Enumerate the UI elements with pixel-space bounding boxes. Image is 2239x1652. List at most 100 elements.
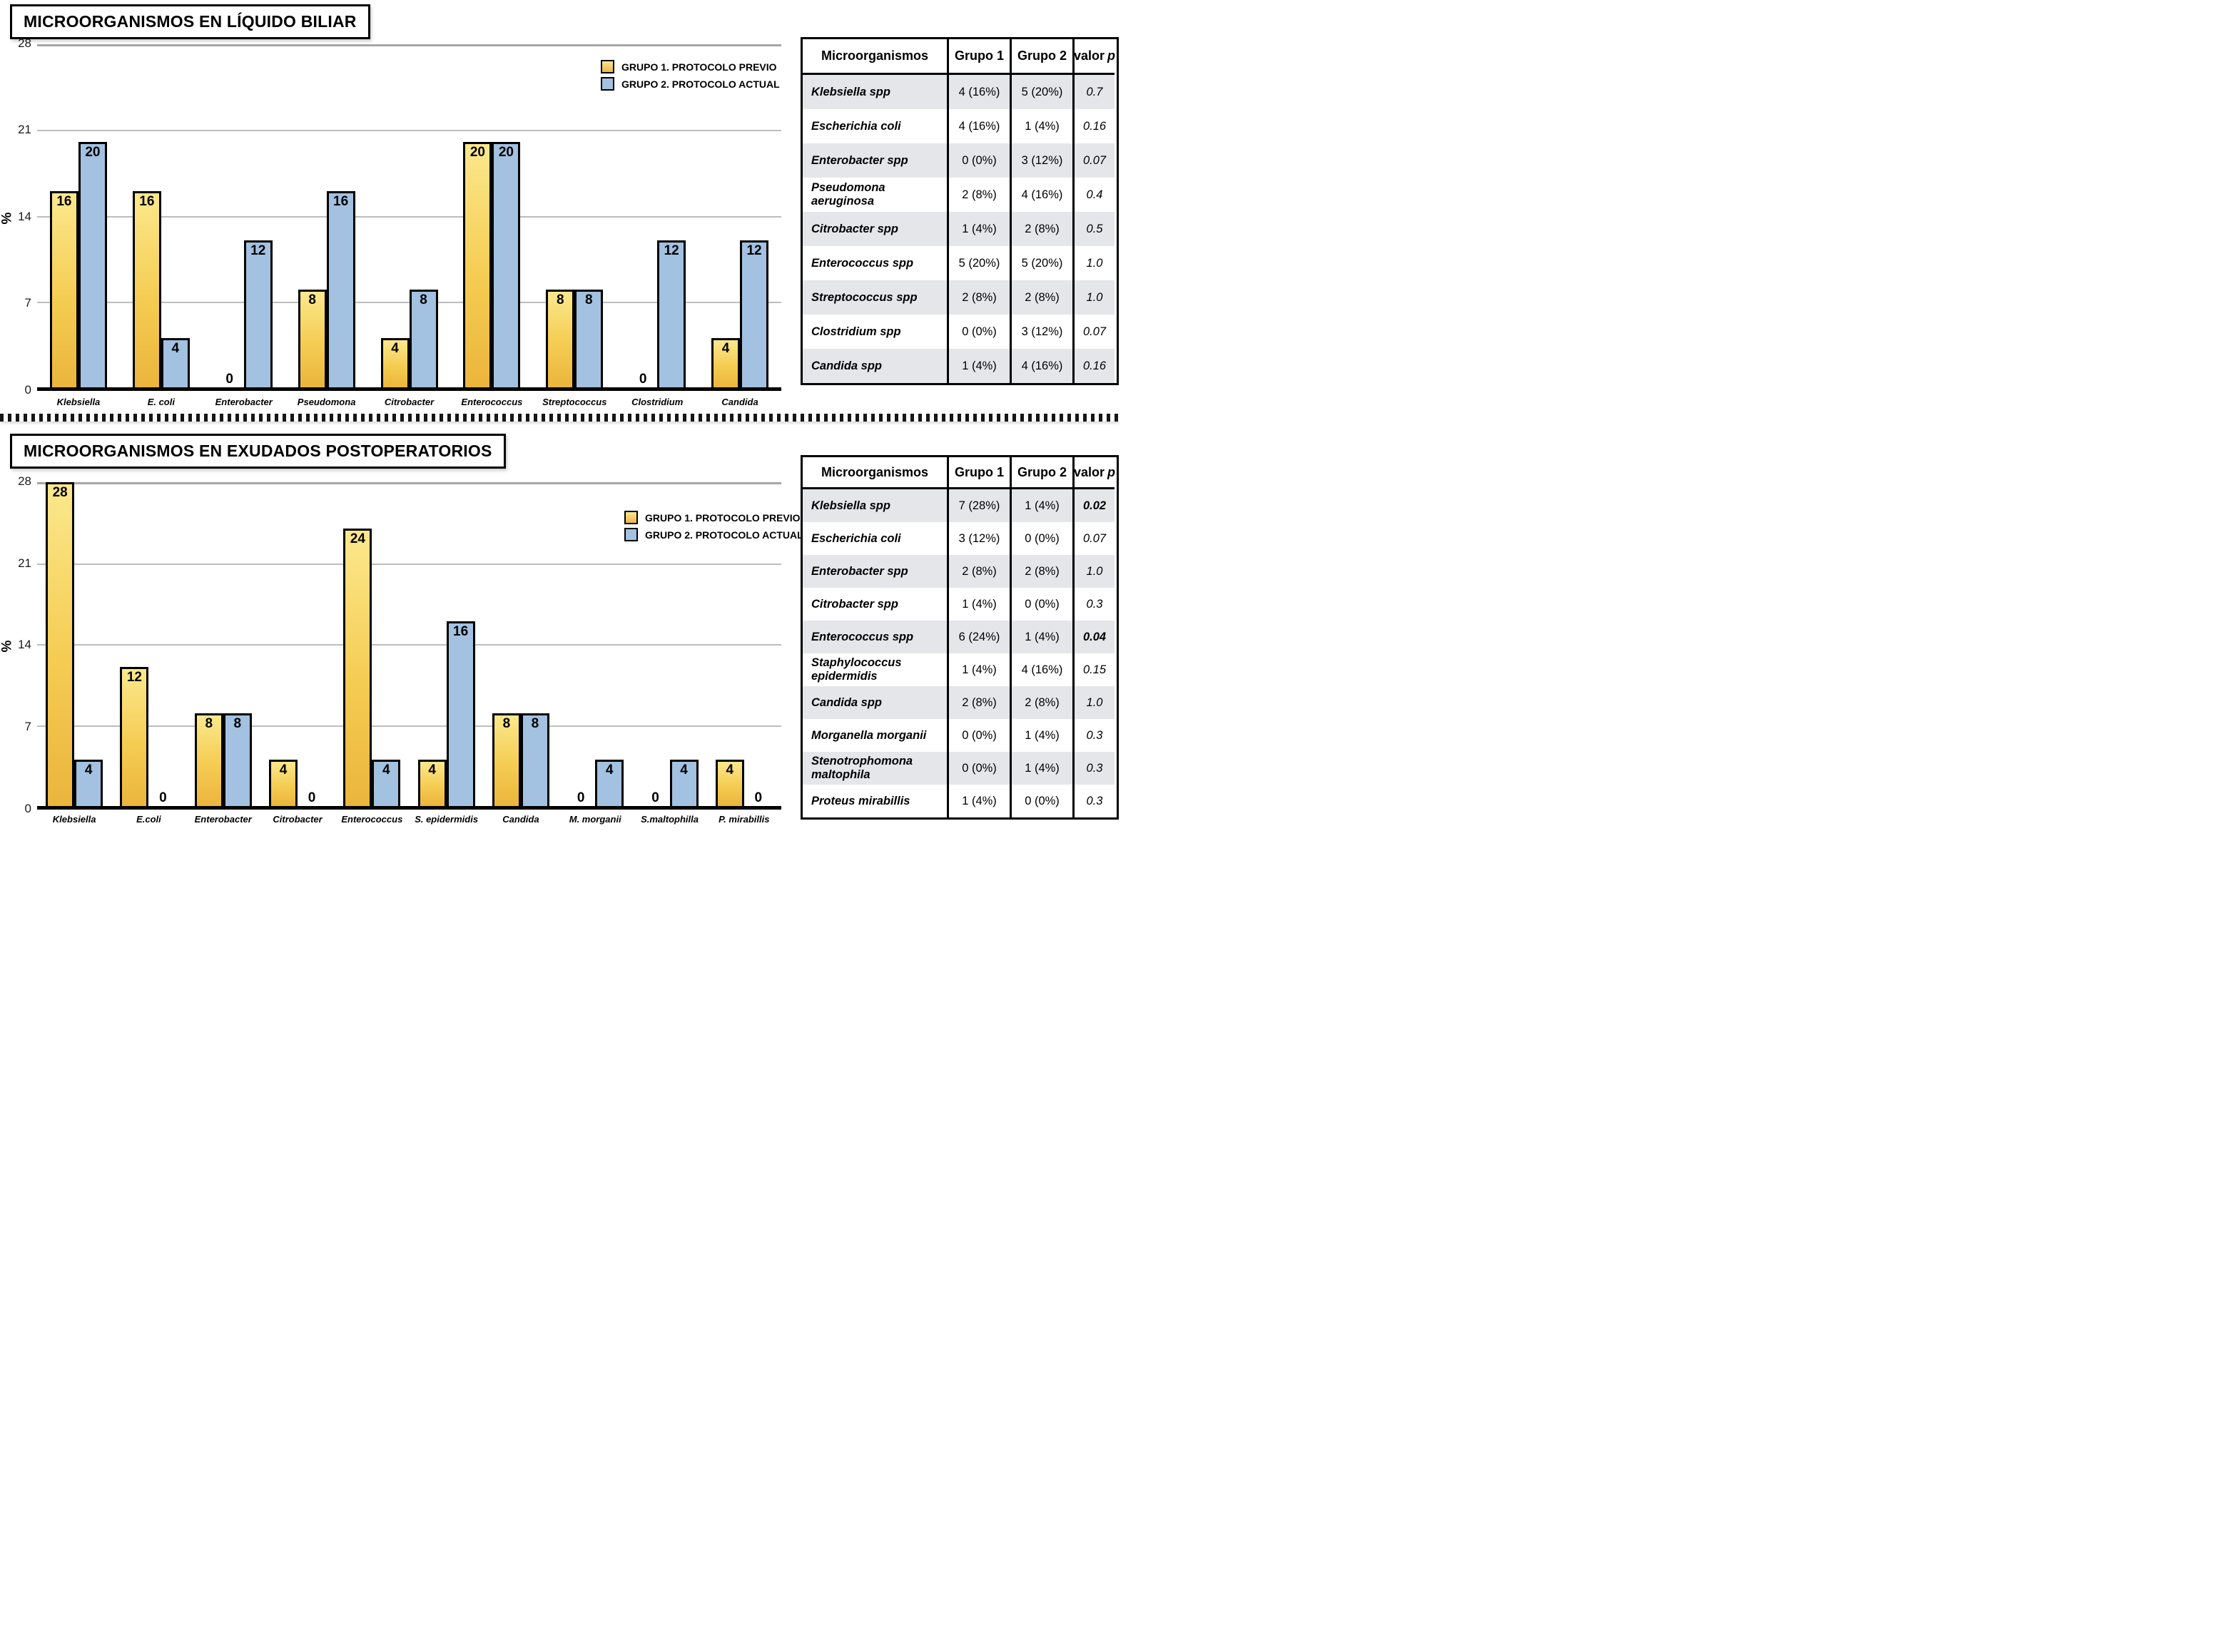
bar-value-label: 12 (126, 670, 142, 685)
table-cell-pvalue: 0.04 (1072, 621, 1115, 653)
legend-label: GRUPO 1. PROTOCOLO PREVIO (621, 61, 777, 73)
legend: GRUPO 1. PROTOCOLO PREVIO GRUPO 2. PROTO… (601, 60, 780, 91)
table-cell-grupo2: 1 (4%) (1010, 719, 1072, 752)
legend-item-grupo2: GRUPO 2. PROTOCOLO ACTUAL (624, 528, 803, 541)
table-cell-pvalue: 1.0 (1072, 555, 1115, 588)
table-cell-microorganism: Enterobacter spp (803, 143, 947, 178)
table-cell-pvalue: 0.15 (1072, 653, 1115, 686)
bar-group: 12 0 (111, 482, 186, 806)
category-label: Enterococcus (461, 397, 523, 407)
category-label: Candida (502, 814, 539, 825)
bar-value-label: 8 (420, 292, 427, 307)
gridline (37, 130, 781, 132)
bar-group: 28 4 (37, 482, 111, 806)
table-cell-grupo2: 0 (0%) (1010, 522, 1072, 555)
table-cell-grupo2: 1 (4%) (1010, 489, 1072, 522)
bar-value-label: 24 (350, 531, 365, 546)
y-axis-label: % (0, 212, 15, 225)
x-axis-labels: Klebsiella E.coli Enterobacter Citrobacter E… (37, 814, 781, 825)
table-cell-pvalue: 0.3 (1072, 588, 1115, 621)
bar-value-label: 12 (746, 243, 762, 258)
bar-value-label: 4 (726, 763, 734, 778)
bar-grupo2: 12 (243, 240, 273, 387)
category-label: Enterobacter (194, 814, 252, 825)
table-header-grupo1: Grupo 1 (947, 39, 1010, 75)
table-exudados-postoperatorios: Microorganismos Grupo 1 Grupo 2 valor p K… (801, 455, 1119, 820)
table-cell-microorganism: Clostridium spp (811, 325, 901, 338)
bars-container: 28 4 12 0 8 8 4 0 24 4 4 16 8 8 0 4 0 4 4 0 (37, 482, 781, 806)
category-label: Clostridium (631, 397, 684, 407)
y-tick-0: 0 (24, 383, 31, 397)
grupo1-swatch-icon (601, 60, 614, 73)
table-cell-pvalue: 0.3 (1072, 752, 1115, 785)
table-cell-microorganism: Staphylococcus epidermidis (811, 656, 902, 683)
p-label: p (1107, 49, 1116, 63)
bar-grupo2: 16 (446, 621, 475, 806)
table-cell-grupo1: 1 (4%) (947, 588, 1010, 621)
bar-grupo1: 8 (492, 713, 521, 806)
bar-value-label: 8 (205, 716, 213, 732)
gridline (37, 482, 781, 484)
table-header-grupo2: Grupo 2 (1010, 39, 1072, 75)
table-cell-microorganism: Citrobacter spp (811, 597, 898, 611)
figure-page: MICROORGANISMOS EN LÍQUIDO BILIAR 28 21 … (0, 0, 1120, 826)
table-header-grupo2: Grupo 2 (1010, 457, 1072, 489)
bar-grupo2: 16 (326, 191, 355, 387)
bar-grupo2: 12 (740, 240, 769, 387)
table-cell-grupo2: 5 (20%) (1010, 246, 1072, 280)
bar-value-label: 12 (664, 243, 679, 258)
bar-grupo2: 0 (148, 789, 177, 806)
table-cell-grupo2: 0 (0%) (1010, 588, 1072, 621)
bar-grupo1: 0 (567, 789, 595, 806)
bar-grupo2: 4 (74, 760, 103, 806)
gridline (37, 644, 781, 646)
panel1-title: MICROORGANISMOS EN LÍQUIDO BILIAR (10, 4, 370, 39)
table-cell-grupo1: 1 (4%) (947, 212, 1010, 246)
bar-group: 16 4 (120, 44, 203, 387)
y-tick-21: 21 (18, 556, 31, 570)
table-cell-grupo2: 2 (8%) (1010, 212, 1072, 246)
bar-value-label: 0 (651, 790, 659, 805)
bar-grupo2: 4 (669, 760, 699, 806)
bar-grupo1: 4 (711, 338, 741, 387)
grupo2-swatch-icon (624, 528, 638, 541)
bar-value-label: 4 (171, 341, 180, 357)
table-liquido-biliar: Microorganismos Grupo 1 Grupo 2 valor p K… (801, 37, 1119, 385)
category-label: E. coli (147, 397, 175, 407)
gridline (37, 215, 781, 218)
bar-grupo1: 20 (463, 142, 492, 387)
bar-grupo2: 4 (595, 760, 624, 806)
table-cell-grupo2: 2 (8%) (1010, 280, 1072, 315)
table-cell-grupo2: 4 (16%) (1010, 653, 1072, 686)
table-cell-grupo2: 1 (4%) (1010, 109, 1072, 143)
table-cell-microorganism: Candida spp (803, 686, 947, 719)
table-cell-grupo1: 1 (4%) (947, 785, 1010, 817)
table-cell-microorganism: Stenotrophomona maltophila (803, 752, 947, 785)
y-axis-label: % (0, 640, 15, 653)
table-cell-microorganism: Escherichia coli (811, 119, 901, 133)
table-cell-grupo2: 4 (16%) (1010, 349, 1072, 383)
table-cell-microorganism: Klebsiella spp (803, 489, 947, 522)
table-cell-grupo1: 6 (24%) (947, 621, 1010, 653)
table-cell-pvalue: 0.16 (1072, 109, 1115, 143)
legend-label: GRUPO 2. PROTOCOLO ACTUAL (621, 78, 780, 90)
table-cell-grupo1: 2 (8%) (947, 686, 1010, 719)
table-header-valor-p: valor p (1072, 39, 1115, 75)
legend: GRUPO 1. PROTOCOLO PREVIO GRUPO 2. PROTO… (624, 511, 803, 541)
bar-grupo1: 12 (120, 667, 149, 806)
bar-grupo1: 4 (715, 760, 744, 806)
bar-grupo1: 8 (546, 289, 575, 387)
legend-label: GRUPO 1. PROTOCOLO PREVIO (645, 511, 801, 524)
bar-value-label: 8 (308, 292, 316, 307)
table-cell-pvalue: 0.3 (1072, 719, 1115, 752)
plot-area: 16 20 16 4 0 12 8 16 4 8 20 20 8 8 0 12 4 12 (37, 44, 781, 391)
category-label: M. morganii (569, 814, 621, 825)
table-cell-grupo1: 2 (8%) (947, 280, 1010, 315)
bar-value-label: 16 (453, 623, 469, 639)
bar-grupo1: 0 (215, 370, 244, 387)
table-cell-pvalue: 1.0 (1072, 686, 1115, 719)
table-cell-microorganism: Citrobacter spp (803, 212, 947, 246)
gridline (37, 563, 781, 565)
